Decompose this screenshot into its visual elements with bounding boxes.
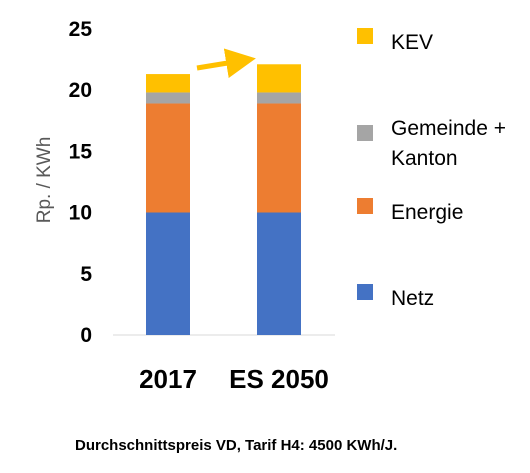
chart-footer: Durchschnittspreis VD, Tarif H4: 4500 KW… [75,437,397,454]
legend-label: KEV [391,31,433,54]
bar-segment [257,103,301,213]
legend-label: Gemeinde + Kanton [391,117,506,170]
legend: KEV Gemeinde + Kanton Energie Netz [357,28,506,310]
y-tick-label: 5 [80,263,92,286]
bar-segment [257,64,301,93]
x-category-label: 2017 [139,364,197,394]
increase-arrow [196,48,256,79]
y-tick-label: 0 [80,324,92,347]
x-category-label: ES 2050 [229,364,329,394]
bar-segment [146,74,190,93]
y-axis-ticks: 0 5 10 15 20 25 [69,18,93,347]
legend-swatch [357,198,373,214]
legend-label: Netz [391,287,434,310]
y-tick-label: 15 [69,140,93,163]
x-axis-categories: 2017 ES 2050 [139,364,329,394]
y-tick-label: 20 [69,79,92,102]
legend-swatch [357,125,373,141]
bar-segment [146,212,190,335]
bar-segment [146,103,190,213]
y-tick-label: 10 [69,202,92,225]
bars-group [146,64,301,335]
legend-label: Energie [391,201,463,224]
bar-segment [257,92,301,104]
bar-segment [146,92,190,104]
bar-segment [257,212,301,335]
legend-swatch [357,28,373,44]
legend-swatch [357,284,373,300]
y-tick-label: 25 [69,18,93,41]
y-axis-label: Rp. / KWh [34,137,55,224]
